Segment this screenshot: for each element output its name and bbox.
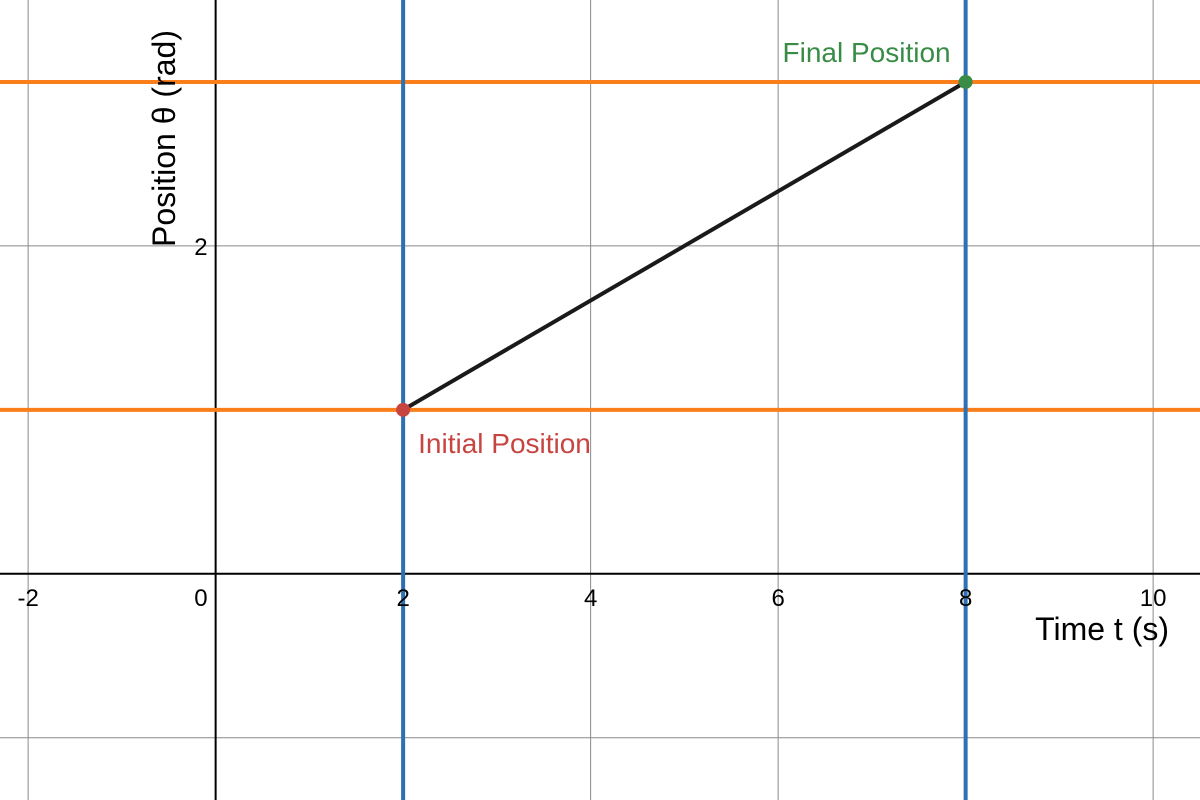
- point-label: Final Position: [783, 37, 951, 68]
- series: [401, 79, 968, 412]
- tick-labels: -2 2 4 6 8 10 2 0: [17, 234, 1166, 612]
- x-tick-label: 2: [396, 585, 409, 612]
- x-tick-label: 8: [959, 585, 972, 612]
- x-tick-label: 10: [1140, 585, 1167, 612]
- x-tick-label: 6: [771, 585, 784, 612]
- data-point: [958, 74, 973, 89]
- data-point: [396, 402, 411, 417]
- point-label: Initial Position: [418, 428, 591, 459]
- series-line: [401, 79, 968, 412]
- y-tick-label: 2: [194, 234, 207, 261]
- points: Initial Position Final Position: [396, 37, 973, 459]
- y-axis-title: Position θ (rad): [146, 30, 182, 247]
- x-tick-label: 4: [584, 585, 597, 612]
- origin-label: 0: [194, 585, 207, 612]
- x-tick-label: -2: [17, 585, 38, 612]
- x-axis-title: Time t (s): [1035, 611, 1169, 647]
